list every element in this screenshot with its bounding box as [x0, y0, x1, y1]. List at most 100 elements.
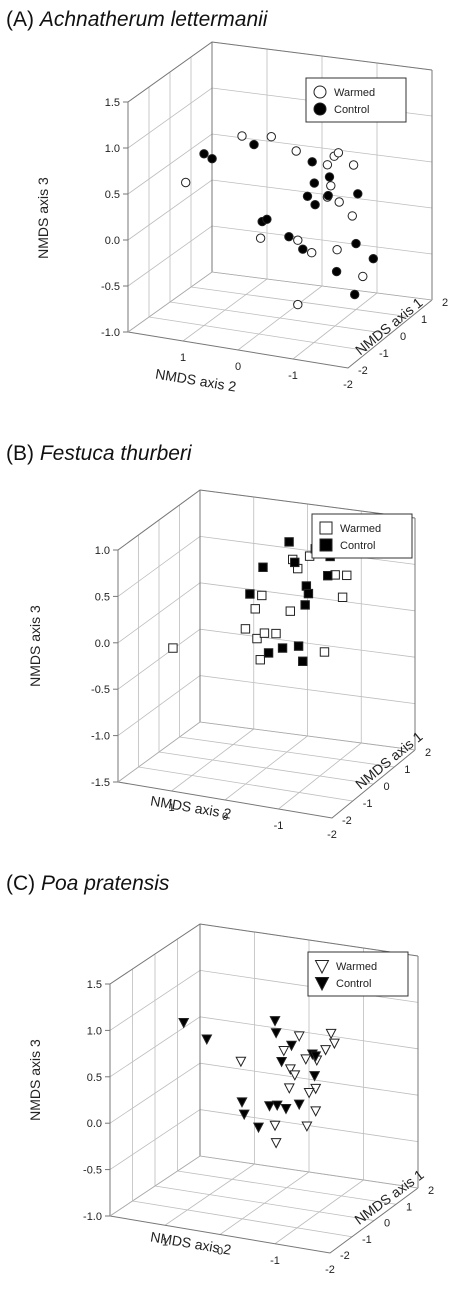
point-warmed	[252, 633, 262, 644]
z-tick-label: 0.0	[87, 1118, 102, 1130]
point-warmed	[255, 233, 266, 243]
point-warmed	[283, 1083, 295, 1094]
z-axis-title: NMDS axis 3	[27, 605, 43, 687]
point-control	[298, 244, 308, 254]
x-tick-label: 1	[406, 1201, 412, 1213]
point-control	[307, 157, 317, 167]
x-tick-label: -1	[362, 1234, 372, 1246]
legend-label: Control	[340, 540, 375, 552]
floor-gridline	[177, 1170, 397, 1205]
point-control	[269, 1016, 281, 1027]
point-control	[309, 1071, 321, 1082]
point-warmed	[326, 181, 336, 191]
z-tick-label: 0.5	[87, 1072, 102, 1084]
point-warmed	[328, 1038, 340, 1050]
point-warmed	[307, 248, 317, 258]
z-axis-title: NMDS axis 3	[35, 177, 51, 259]
x-tick-label: 0	[384, 781, 390, 793]
data-points	[168, 537, 352, 666]
point-control	[201, 1034, 213, 1045]
z-axis-title: NMDS axis 3	[27, 1039, 43, 1121]
legend-marker-warmed	[313, 85, 327, 99]
panel-a: (A) Achnatherum lettermanii 1.5 1.0 0.5 0.0…	[0, 0, 474, 420]
z-tick-label: 1.5	[105, 97, 120, 109]
point-warmed	[285, 606, 296, 616]
box-frame	[113, 489, 416, 819]
z-tick-label: 1.0	[95, 545, 110, 557]
point-control	[236, 1097, 248, 1108]
point-warmed	[319, 647, 330, 657]
y-axis-title: NMDS axis 2	[154, 366, 237, 395]
legend: Warmed Control	[311, 513, 413, 559]
point-control	[353, 189, 363, 199]
point-warmed	[266, 132, 276, 142]
y-tick-label: -2	[325, 1264, 335, 1276]
z-tick-label: -1.5	[91, 777, 110, 789]
panel-b-title: (B) Festuca thurberi	[6, 442, 192, 466]
point-warmed	[168, 643, 178, 653]
panel-c: (C) Poa pratensis 1.5 1.0 0.5 0.0 -0.5 -1.0 1 0…	[0, 866, 474, 1296]
point-control	[293, 641, 304, 651]
point-control	[298, 656, 308, 666]
z-tick-label: 0.0	[105, 235, 120, 247]
point-control	[368, 254, 378, 264]
z-tick-label: 0.0	[95, 638, 110, 650]
panel-a-species: Achnatherum lettermanii	[39, 8, 268, 31]
z-gridline	[109, 1109, 419, 1170]
point-control	[271, 1100, 283, 1112]
point-warmed	[271, 628, 281, 639]
point-control	[310, 1051, 322, 1062]
panel-a-label: (A)	[6, 8, 34, 31]
point-warmed	[293, 299, 303, 310]
panel-c-species: Poa pratensis	[41, 872, 170, 895]
point-warmed	[293, 1031, 305, 1042]
z-gridline	[127, 225, 433, 287]
z-gridline	[109, 1062, 419, 1124]
point-warmed	[257, 590, 267, 601]
point-warmed	[333, 148, 344, 158]
panel-a-title: (A) Achnatherum lettermanii	[6, 8, 267, 32]
point-control	[350, 289, 360, 300]
legend: Warmed Control	[307, 951, 409, 997]
y-tick-label: 0	[235, 361, 241, 373]
point-control	[300, 600, 310, 610]
floor-front-edge	[109, 1187, 419, 1254]
point-warmed	[293, 235, 303, 245]
y-tick-label: -2	[343, 379, 353, 391]
x-tick-label: -2	[340, 1250, 350, 1262]
point-control	[290, 557, 300, 568]
y-tick-label: -2	[327, 829, 337, 841]
z-tick-label: 1.5	[87, 979, 102, 991]
legend-label: Warmed	[336, 961, 377, 973]
x-tick-label: -2	[358, 365, 368, 377]
floor-gridline	[179, 736, 395, 768]
z-gridline	[109, 1016, 419, 1078]
floor-back-edge	[109, 1155, 419, 1217]
z-gridline	[127, 179, 433, 241]
point-warmed	[334, 197, 344, 207]
floor-gridline	[224, 735, 308, 801]
floor-gridline	[219, 1171, 310, 1235]
data-points	[178, 1016, 340, 1149]
point-warmed	[259, 628, 270, 638]
point-warmed	[332, 245, 342, 255]
point-control	[270, 1028, 282, 1039]
legend-box	[307, 951, 409, 997]
point-control	[351, 238, 361, 249]
point-control	[249, 139, 259, 150]
point-control	[309, 178, 319, 188]
legend-label: Control	[334, 104, 369, 116]
floor-gridline	[278, 742, 362, 810]
x-tick-label: 2	[428, 1185, 434, 1197]
point-control	[245, 589, 255, 599]
point-control	[323, 571, 333, 581]
point-warmed	[337, 592, 348, 603]
point-warmed	[300, 1054, 312, 1065]
point-warmed	[240, 624, 251, 634]
panel-b-label: (B)	[6, 442, 34, 465]
x-tick-label: 1	[404, 764, 410, 776]
point-control	[263, 1101, 276, 1112]
box-frame	[123, 41, 433, 369]
point-warmed	[250, 604, 260, 614]
floor-gridline	[237, 285, 323, 351]
